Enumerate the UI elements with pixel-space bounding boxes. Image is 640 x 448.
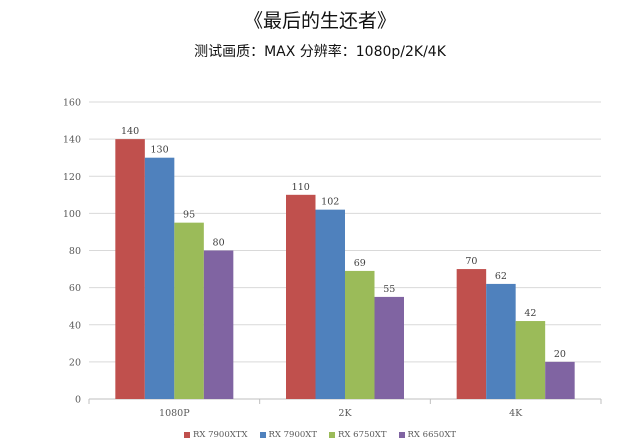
data-label: 130 [151,145,169,156]
bar [115,139,145,399]
legend-item: RX 7900XT [259,430,318,440]
chart-title: 《最后的生还者》 [243,10,396,32]
legend-swatch [183,432,190,438]
y-tick-label: 80 [69,246,81,257]
data-label: 140 [121,126,139,137]
bar [345,270,375,399]
chart-subtitle: 测试画质：MAX 分辨率：1080p/2K/4K [194,44,446,60]
data-label: 70 [465,256,477,267]
x-tick-label: 4K [509,408,523,419]
legend-item: RX 6650XT [398,430,457,440]
legend-label: RX 7900XTX [192,430,248,440]
bar [286,194,316,399]
bar [374,296,404,399]
data-label: 80 [213,238,225,249]
bar [515,321,546,399]
legend-label: RX 7900XT [268,430,318,440]
bar [203,250,234,399]
data-label: 95 [183,210,195,221]
data-label: 55 [383,284,395,295]
y-tick-label: 20 [69,357,81,368]
data-label: 102 [321,197,339,208]
data-label: 42 [524,308,536,319]
y-tick-label: 40 [69,320,81,331]
x-tick-label: 1080P [159,408,190,419]
data-label: 62 [495,271,507,282]
bar [486,283,516,399]
y-tick-label: 140 [63,135,81,146]
y-tick-label: 100 [63,209,81,220]
bar [174,222,204,399]
data-label: 110 [292,182,310,193]
legend-item: RX 7900XTX [183,430,248,440]
bar [144,157,175,399]
legend-swatch [329,432,336,438]
bar [456,269,487,399]
legend-swatch [398,432,405,438]
y-tick-label: 120 [63,172,81,183]
bar [315,209,345,399]
legend-item: RX 6750XT [329,430,387,440]
data-label: 69 [354,258,366,269]
bar [545,361,575,399]
legend-label: RX 6750XT [338,430,387,440]
legend-swatch [259,432,266,438]
y-tick-label: 160 [63,98,81,109]
y-tick-label: 60 [69,283,81,294]
data-label: 20 [554,349,566,360]
x-tick-label: 2K [338,408,352,419]
y-tick-label: 0 [75,395,81,406]
legend-label: RX 6650XT [407,430,457,440]
chart-legend: RX 7900XTX RX 7900XT RX 6750XT RX 6650XT [0,430,640,440]
